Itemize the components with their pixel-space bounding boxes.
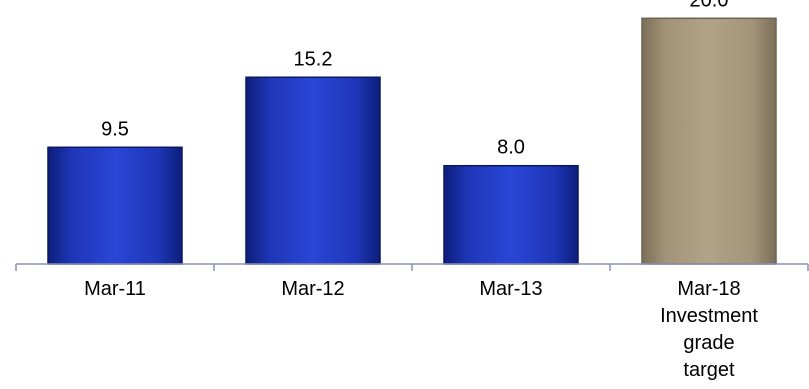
- bar-2: [443, 164, 579, 265]
- bars-group: [47, 17, 777, 265]
- bar-1: [245, 76, 381, 265]
- x-axis-ticks: [15, 264, 809, 271]
- category-label-3-line-3: target: [683, 359, 735, 381]
- value-label-3: 20.0: [690, 0, 729, 11]
- bar-3: [641, 17, 777, 265]
- value-label-2: 8.0: [497, 137, 525, 159]
- category-label-3-line-0: Mar-18: [677, 278, 740, 300]
- category-label-2-line-0: Mar-13: [479, 278, 542, 300]
- category-label-1-line-0: Mar-12: [281, 278, 344, 300]
- category-label-3-line-2: grade: [683, 332, 734, 354]
- category-labels-group: Mar-11 Mar-12 Mar-13 Mar-18 Investment grade t…: [84, 278, 758, 381]
- value-label-0: 9.5: [101, 118, 129, 140]
- category-label-0-line-0: Mar-11: [84, 278, 146, 300]
- category-label-3-line-1: Investment: [660, 305, 758, 327]
- value-label-1: 15.2: [294, 48, 333, 70]
- bar-0: [47, 146, 183, 265]
- value-labels-group: 9.5 15.2 8.0 20.0: [101, 0, 728, 159]
